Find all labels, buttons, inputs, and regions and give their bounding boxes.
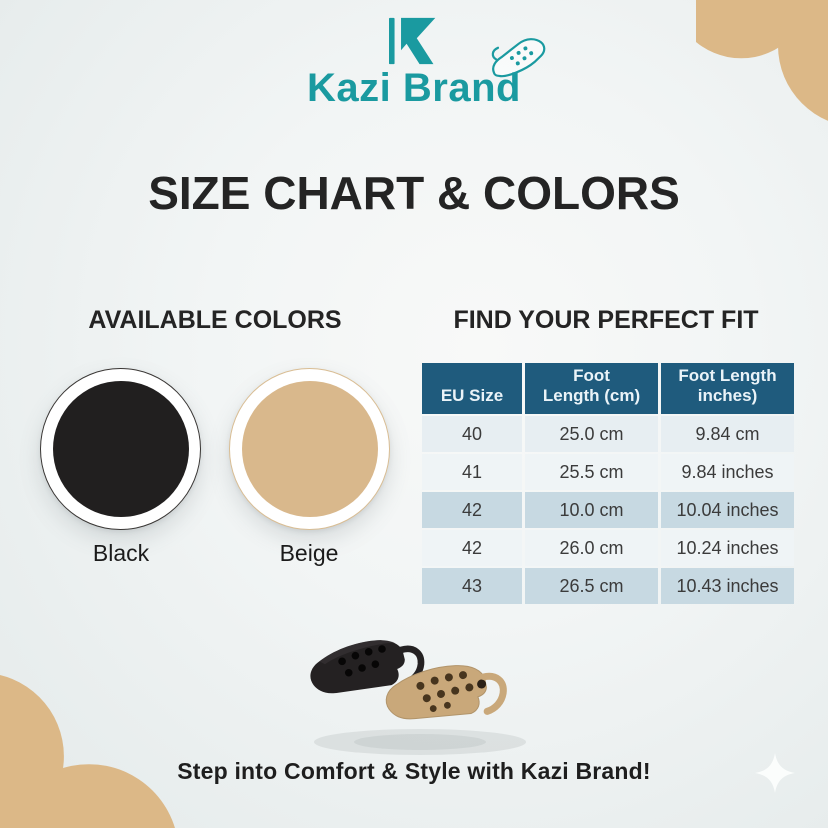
- black-clog-illustration: [310, 640, 425, 694]
- page-title: SIZE CHART & COLORS: [148, 167, 680, 219]
- table-cell: 26.5 cm: [525, 568, 658, 604]
- table-header-cell: EU Size: [422, 363, 522, 414]
- corner-blob-top-right: [696, 0, 828, 121]
- k-mark-icon: [389, 17, 436, 65]
- shoes-photo: [310, 640, 526, 755]
- table-cell: 25.0 cm: [525, 416, 658, 452]
- swatch-black: [40, 368, 201, 530]
- table-cell: 10.24 inches: [661, 530, 794, 566]
- table-cell: 9.84 cm: [661, 416, 794, 452]
- table-cell: 40: [422, 416, 522, 452]
- swatch-black-fill: [52, 381, 189, 517]
- swatch-row: [40, 368, 390, 530]
- swatch-label-black: Black: [92, 540, 150, 566]
- beige-clog-illustration: [385, 665, 507, 720]
- tagline: Step into Comfort & Style with Kazi Bran…: [177, 758, 651, 784]
- table-cell: 42: [422, 530, 522, 566]
- swatch-beige: [229, 368, 390, 530]
- table-cell: 10.04 inches: [661, 492, 794, 528]
- swatch-beige-fill: [241, 381, 378, 517]
- table-cell: 10.43 inches: [661, 568, 794, 604]
- table-cell: 41: [422, 454, 522, 490]
- corner-blob-bottom-left: [0, 674, 175, 828]
- table-cell: 43: [422, 568, 522, 604]
- table-cell: 26.0 cm: [525, 530, 658, 566]
- sparkle-icon: [755, 753, 795, 793]
- colors-section-heading: AVAILABLE COLORS: [88, 306, 342, 334]
- table-cell: 25.5 cm: [525, 454, 658, 490]
- table-header-cell: Foot Length (cm): [525, 363, 658, 414]
- table-header-cell: Foot Length inches): [661, 363, 794, 414]
- table-cell: 10.0 cm: [525, 492, 658, 528]
- clog-doodle-icon: [491, 38, 546, 78]
- size-table: EU Size Foot Length (cm) Foot Length inc…: [422, 363, 794, 604]
- table-cell: 42: [422, 492, 522, 528]
- brand-logo: Kazi Brand: [0, 16, 828, 108]
- brand-name: Kazi Brand: [307, 66, 521, 110]
- swatch-labels: Black Beige: [40, 540, 390, 567]
- fit-section-heading: FIND YOUR PERFECT FIT: [453, 306, 759, 334]
- table-cell: 9.84 inches: [661, 454, 794, 490]
- swatch-label-beige: Beige: [279, 540, 339, 566]
